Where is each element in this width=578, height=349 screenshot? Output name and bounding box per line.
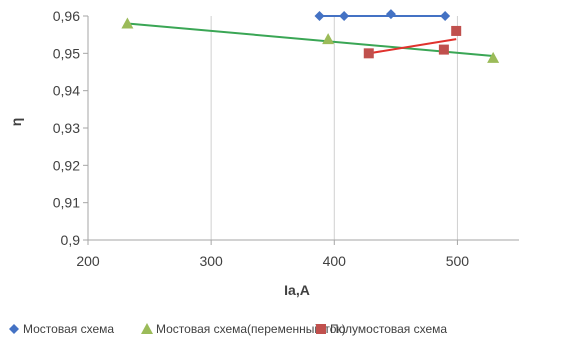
axes [83,15,519,245]
legend: Мостовая схема Мостовая схема(переменный … [9,322,447,336]
legend-marker [9,324,19,334]
y-tick-label: 0,92 [53,157,80,173]
y-tick-label: 0,94 [53,83,80,99]
legend-label: Полумостовая схема [330,322,447,336]
x-axis-title: Ia,A [284,282,310,298]
data-point [121,17,134,29]
data-point [440,11,451,21]
series-2 [121,17,500,63]
data-point [438,44,449,55]
legend-label: Мостовая схема [23,322,114,336]
legend-item: Мостовая схема(переменный ток) [141,322,346,336]
x-tick-label: 500 [446,253,470,269]
y-tick-label: 0,9 [61,232,81,248]
x-tick-label: 400 [323,253,347,269]
legend-item: Полумостовая схема [316,322,447,336]
legend-marker [316,324,326,334]
legend-label: Мостовая схема(переменный ток) [156,322,346,336]
series-line [127,22,494,57]
x-tick-label: 300 [199,253,223,269]
data-point [451,25,462,36]
series-group [121,9,500,63]
legend-item: Мостовая схема [9,322,114,336]
y-tick-label: 0,93 [53,120,80,136]
data-point [487,51,500,63]
series-1 [314,9,451,21]
series-3 [363,25,462,59]
tick-labels: 0,9 0,91 0,92 0,93 0,94 0,95 0,96 200 300 400 500 [53,8,470,269]
y-axis-title: η [8,118,24,127]
y-tick-label: 0,96 [53,8,80,24]
x-tick-label: 200 [76,253,100,269]
data-point [363,48,374,59]
series-line [368,38,457,55]
data-point [314,11,325,21]
y-tick-label: 0,95 [53,45,80,61]
y-tick-label: 0,91 [53,195,80,211]
data-point [322,33,335,45]
legend-marker [141,323,153,334]
data-point [385,9,396,20]
data-point [339,11,350,21]
